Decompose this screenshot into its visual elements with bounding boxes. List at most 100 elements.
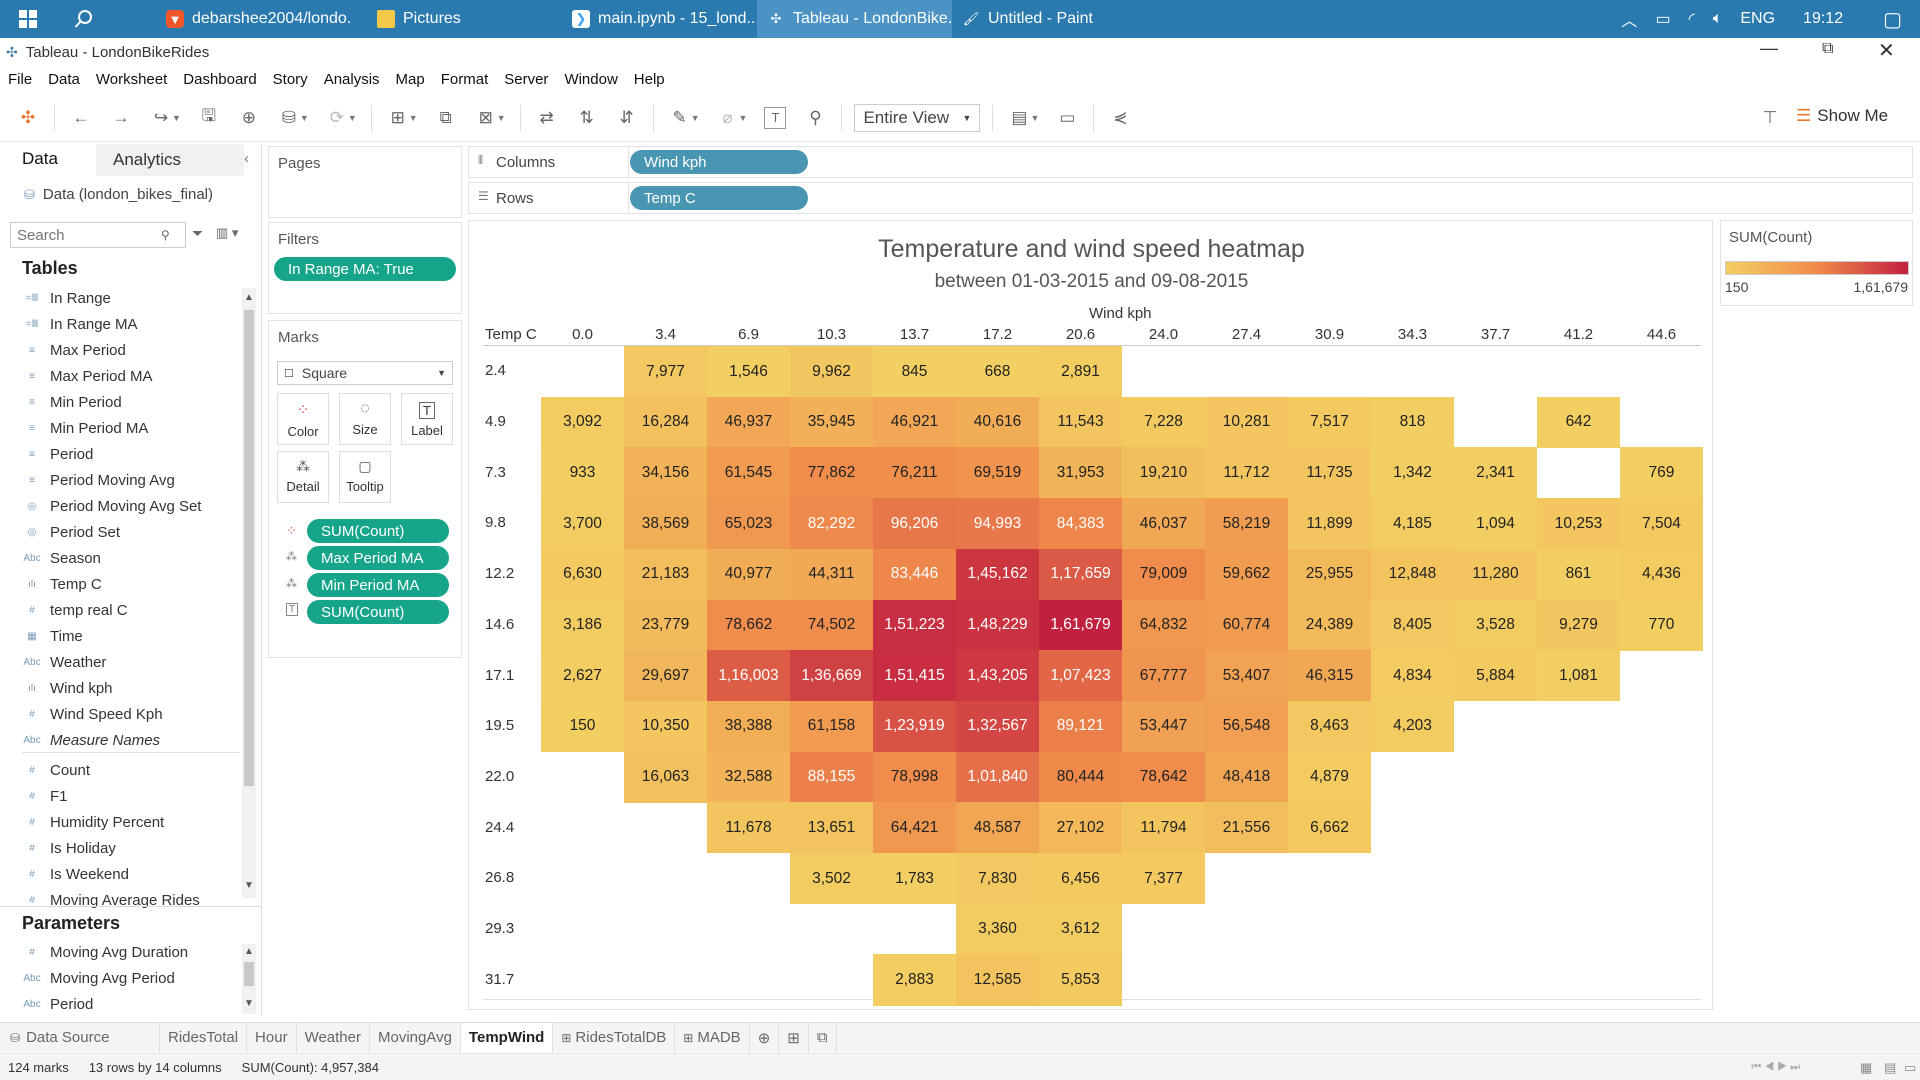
- clock[interactable]: 19:12: [1803, 10, 1844, 27]
- heatmap-cell[interactable]: 4,879: [1288, 751, 1371, 803]
- heatmap-cell[interactable]: 2,891: [1039, 346, 1122, 398]
- duplicate-sheet-icon[interactable]: ⧉: [439, 107, 452, 127]
- heatmap-cell[interactable]: 74,502: [790, 599, 873, 651]
- tab-madb[interactable]: ⊞ MADB: [675, 1022, 750, 1053]
- heatmap-cell[interactable]: 69,519: [956, 447, 1039, 499]
- heatmap-cell[interactable]: 1,094: [1454, 498, 1537, 550]
- heatmap-cell[interactable]: 8,463: [1288, 700, 1371, 753]
- heatmap-cell[interactable]: 7,977: [624, 346, 707, 398]
- field-item[interactable]: ≡ Min Period MA: [22, 416, 148, 440]
- redo-icon[interactable]: →: [112, 107, 130, 127]
- taskbar-task-vscode[interactable]: ❯ main.ipynb - 15_lond...: [562, 0, 757, 38]
- paint-brush-icon[interactable]: ⊤: [1762, 108, 1778, 127]
- tab-data-source[interactable]: ⛁ Data Source: [0, 1022, 160, 1053]
- pause-updates-icon[interactable]: ⛁: [281, 107, 297, 127]
- group-icon[interactable]: ⌀: [722, 107, 733, 127]
- mark-type-select[interactable]: ☐ Square ▼: [277, 361, 453, 385]
- sort-descending-icon[interactable]: ⇵: [619, 107, 634, 127]
- tab-ridestotaldb[interactable]: ⊞ RidesTotalDB: [553, 1022, 676, 1053]
- heatmap-cell[interactable]: 84,383: [1039, 498, 1122, 550]
- datasource-item[interactable]: ⛁ Data (london_bikes_final): [24, 186, 213, 203]
- heatmap-cell[interactable]: 80,444: [1039, 751, 1122, 803]
- pin-icon[interactable]: ⚲: [809, 107, 822, 127]
- heatmap-cell[interactable]: 32,588: [707, 751, 790, 803]
- heatmap-cell[interactable]: 3,502: [790, 853, 873, 905]
- heatmap-cell[interactable]: 1,342: [1371, 447, 1454, 499]
- highlight-icon[interactable]: ✎: [672, 107, 687, 127]
- columns-shelf[interactable]: ⫴ Columns Wind kph: [468, 146, 1913, 178]
- heatmap-cell[interactable]: 61,158: [790, 700, 873, 753]
- heatmap-cell[interactable]: 88,155: [790, 751, 873, 803]
- field-item[interactable]: ◎ Period Moving Avg Set: [22, 494, 202, 518]
- heatmap-cell[interactable]: 1,61,679: [1039, 599, 1122, 651]
- heatmap-cell[interactable]: 8,405: [1371, 599, 1454, 651]
- heatmap-cell[interactable]: 13,651: [790, 802, 873, 854]
- heatmap-cell[interactable]: 46,937: [707, 396, 790, 448]
- heatmap-cell[interactable]: 1,07,423: [1039, 650, 1122, 702]
- heatmap-cell[interactable]: 11,735: [1288, 447, 1371, 499]
- heatmap-cell[interactable]: 642: [1537, 396, 1620, 448]
- swap-rows-columns-icon[interactable]: ⇄: [539, 107, 554, 127]
- marks-pill-sum-count-color[interactable]: SUM(Count): [307, 519, 449, 543]
- field-item[interactable]: ılı Temp C: [22, 572, 102, 596]
- heatmap-cell[interactable]: 1,23,919: [873, 700, 956, 753]
- heatmap-cell[interactable]: 53,407: [1205, 650, 1288, 702]
- heatmap-cell[interactable]: 2,341: [1454, 447, 1537, 499]
- heatmap-cell[interactable]: 1,36,669: [790, 650, 873, 702]
- wifi-icon[interactable]: ◜: [1688, 11, 1695, 28]
- menu-story[interactable]: Story: [272, 70, 308, 88]
- heatmap-cell[interactable]: 3,528: [1454, 599, 1537, 651]
- heatmap-cell[interactable]: 1,32,567: [956, 700, 1039, 753]
- heatmap-cell[interactable]: 9,962: [790, 346, 873, 398]
- heatmap-cell[interactable]: 46,037: [1122, 498, 1205, 550]
- undo-icon[interactable]: ←: [72, 107, 90, 127]
- heatmap-cell[interactable]: 11,794: [1122, 802, 1205, 854]
- field-item[interactable]: # Moving Average Rides: [22, 888, 200, 912]
- new-datasource-icon[interactable]: ⊕: [241, 107, 257, 127]
- heatmap-cell[interactable]: 4,436: [1620, 548, 1703, 600]
- field-item[interactable]: # temp real C: [22, 598, 127, 622]
- tab-analytics[interactable]: Analytics: [96, 144, 244, 176]
- heatmap-cell[interactable]: 861: [1537, 548, 1620, 600]
- heatmap-cell[interactable]: 16,063: [624, 751, 707, 803]
- heatmap-cell[interactable]: 1,081: [1537, 650, 1620, 702]
- heatmap-cell[interactable]: 2,883: [873, 954, 956, 1006]
- menu-data[interactable]: Data: [48, 70, 80, 88]
- heatmap-cell[interactable]: 770: [1620, 599, 1703, 651]
- tabs-icon[interactable]: ▭: [1904, 1060, 1917, 1075]
- heatmap-cell[interactable]: 3,186: [541, 599, 624, 651]
- heatmap-cell[interactable]: 46,921: [873, 396, 956, 448]
- heatmap-cell[interactable]: 44,311: [790, 548, 873, 600]
- heatmap-cell[interactable]: 2,627: [541, 650, 624, 702]
- view-size-select[interactable]: Entire View ▼: [854, 103, 981, 132]
- heatmap-cell[interactable]: 4,203: [1371, 700, 1454, 753]
- field-item[interactable]: # Count: [22, 758, 90, 782]
- menu-dashboard[interactable]: Dashboard: [183, 70, 257, 88]
- heatmap-cell[interactable]: 3,092: [541, 396, 624, 448]
- notification-icon[interactable]: ▢: [1883, 8, 1902, 31]
- field-item[interactable]: Abc Weather: [22, 650, 106, 674]
- heatmap-cell[interactable]: 94,993: [956, 498, 1039, 550]
- clear-sheet-icon[interactable]: ⊠: [478, 107, 493, 127]
- heatmap-cell[interactable]: 3,612: [1039, 903, 1122, 955]
- new-worksheet-icon[interactable]: ⊕: [750, 1022, 780, 1053]
- heatmap-cell[interactable]: 59,662: [1205, 548, 1288, 600]
- heatmap-cell[interactable]: 1,51,223: [873, 599, 956, 651]
- heatmap-cell[interactable]: 1,546: [707, 346, 790, 398]
- field-item[interactable]: Abc Season: [22, 546, 101, 570]
- heatmap-cell[interactable]: 79,009: [1122, 548, 1205, 600]
- heatmap-cell[interactable]: 48,418: [1205, 751, 1288, 803]
- heatmap-cell[interactable]: 10,281: [1205, 396, 1288, 448]
- heatmap-cell[interactable]: 38,388: [707, 700, 790, 753]
- maximize-icon[interactable]: ⧉: [1822, 40, 1834, 57]
- heatmap-cell[interactable]: 67,777: [1122, 650, 1205, 702]
- heatmap-cell[interactable]: 1,783: [873, 853, 956, 905]
- heatmap-cell[interactable]: 48,587: [956, 802, 1039, 854]
- heatmap-cell[interactable]: 53,447: [1122, 700, 1205, 753]
- rows-shelf[interactable]: ☰ Rows Temp C: [468, 182, 1913, 214]
- taskbar-task-pictures[interactable]: Pictures: [367, 0, 562, 38]
- heatmap-cell[interactable]: 65,023: [707, 498, 790, 550]
- menu-format[interactable]: Format: [440, 70, 489, 88]
- heatmap-cell[interactable]: 7,377: [1122, 853, 1205, 905]
- view-options-icon[interactable]: ▥ ▾: [216, 225, 239, 240]
